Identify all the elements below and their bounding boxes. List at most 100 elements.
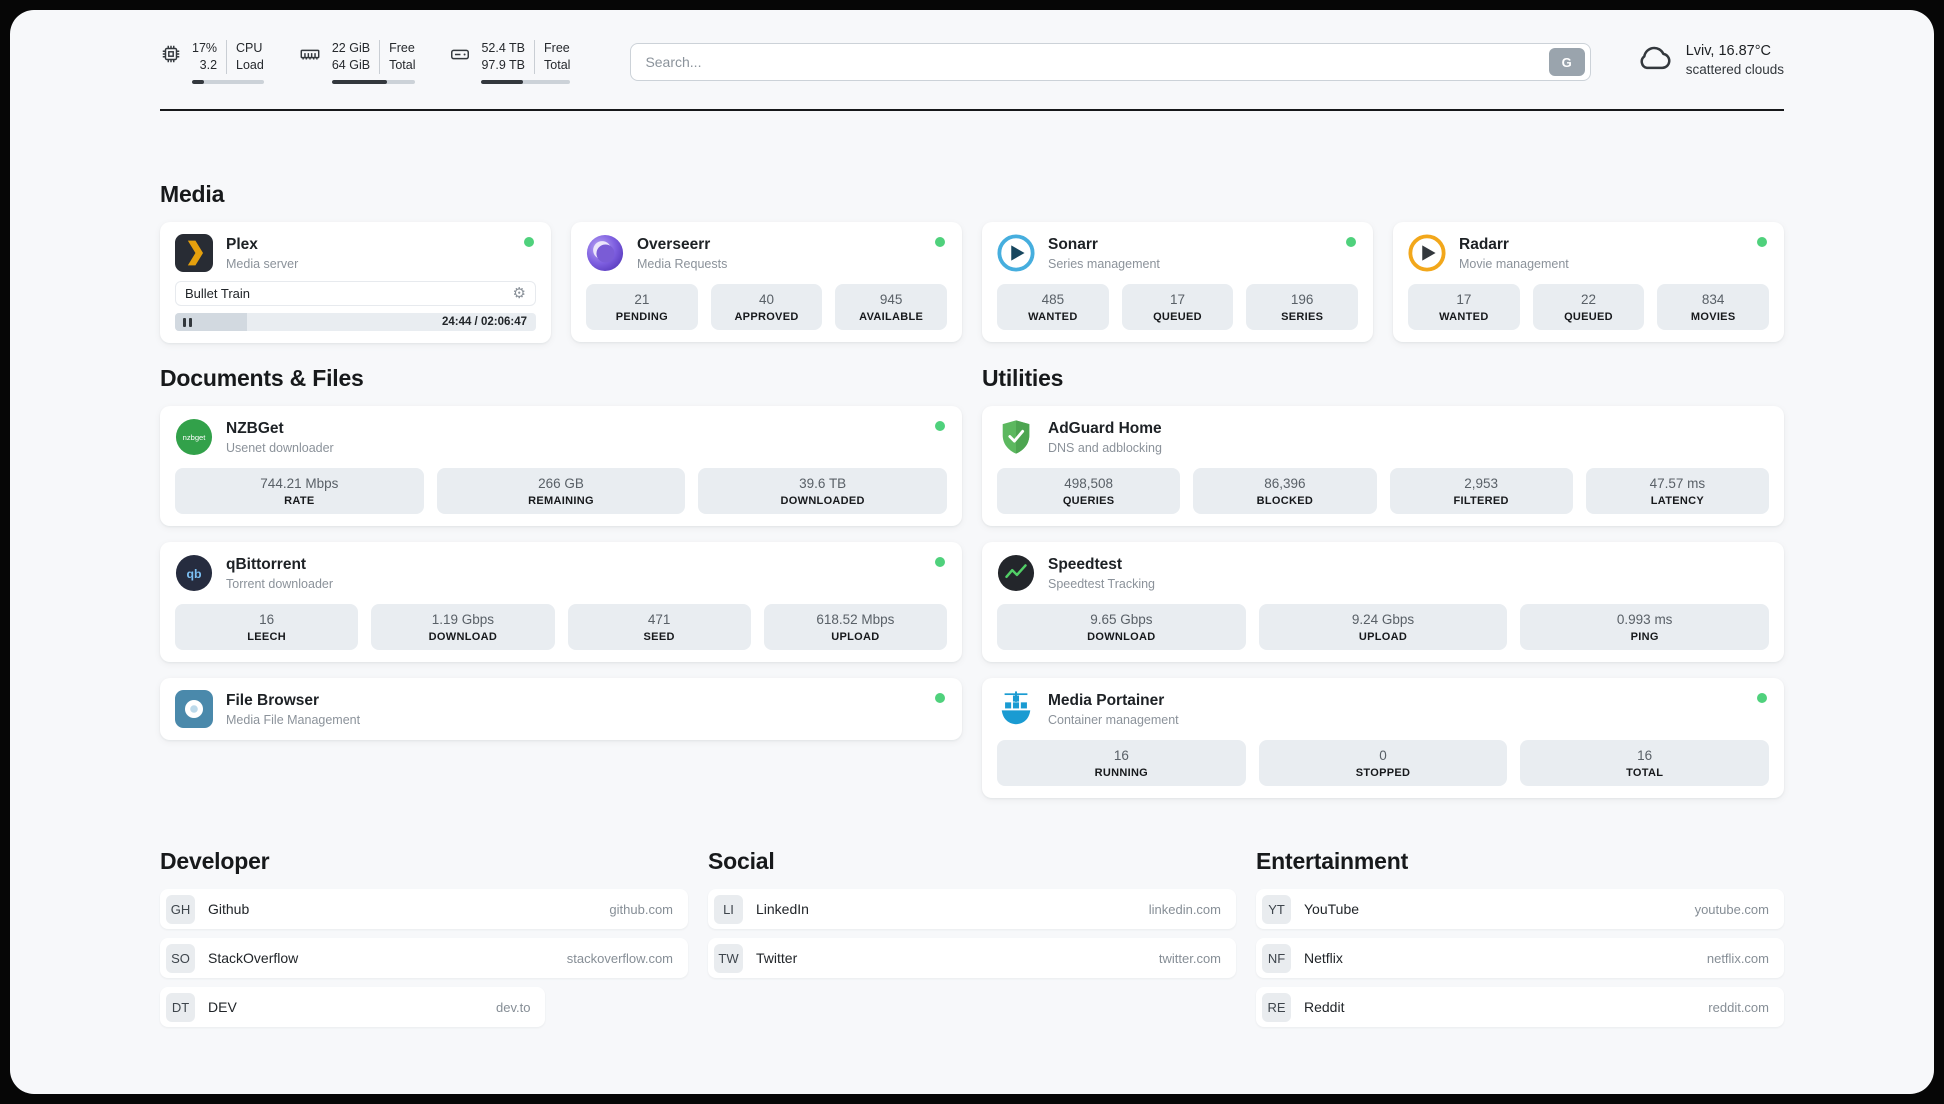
stackoverflow-initials-icon: SO: [166, 943, 195, 973]
top-bar: 17% 3.2 CPU Load: [160, 10, 1784, 84]
app-subtitle-speedtest: Speedtest Tracking: [1048, 576, 1156, 591]
app-name-speedtest: Speedtest: [1048, 555, 1123, 573]
reddit-initials-icon: RE: [1262, 992, 1291, 1022]
now-playing-title: Bullet Train: [185, 286, 251, 301]
app-name-nzbget: NZBGet: [226, 419, 284, 437]
linkedin-initials-icon: LI: [714, 894, 743, 924]
playback-progress-fill: [175, 313, 248, 331]
header-divider: [160, 109, 1784, 111]
playback-seek-bar[interactable]: 24:44 / 02:06:47: [175, 313, 536, 331]
search-input[interactable]: [645, 54, 1549, 70]
stat-nzbget-remaining: 266 GB REMAINING: [436, 468, 686, 514]
weather-location: Lviv, 16.87°C: [1685, 42, 1772, 59]
app-subtitle-plex: Media server: [226, 256, 299, 271]
app-card-portainer[interactable]: Media Portainer Container management 16 …: [982, 678, 1784, 798]
bookmark-dev[interactable]: DT DEV dev.to: [160, 987, 546, 1027]
app-card-filebrowser[interactable]: File Browser Media File Management: [160, 678, 962, 740]
filebrowser-icon: [175, 690, 213, 728]
stat-portainer-stopped: 0 STOPPED: [1258, 740, 1508, 786]
cpu-progress-bar: [192, 80, 264, 84]
status-dot-plex: [524, 237, 534, 247]
stat-nzbget-downloaded: 39.6 TB DOWNLOADED: [698, 468, 948, 514]
weather-condition: scattered clouds: [1685, 61, 1784, 77]
app-subtitle-nzbget: Usenet downloader: [226, 440, 334, 455]
storage-total-value: 97.9 TB: [481, 58, 526, 72]
memory-total-label: Total: [389, 58, 416, 72]
search-bar: G: [630, 43, 1591, 81]
bookmark-twitter[interactable]: TW Twitter twitter.com: [708, 938, 1236, 978]
stat-overseerr-available: 945 AVAILABLE: [835, 284, 948, 330]
memory-free-value: 22 GiB: [331, 41, 371, 55]
stat-overseerr-pending: 21 PENDING: [586, 284, 698, 330]
stat-overseerr-approved: 40 APPROVED: [710, 284, 823, 330]
developer-column: Developer GH Github github.com SO StackO…: [160, 848, 688, 1027]
app-subtitle-filebrowser: Media File Management: [226, 712, 361, 727]
app-card-qbittorrent[interactable]: qb qBittorrent Torrent downloader 16: [160, 542, 962, 662]
search-engine-button[interactable]: G: [1548, 48, 1585, 76]
stat-sonarr-queued: 17 QUEUED: [1121, 284, 1234, 330]
app-card-adguard[interactable]: AdGuard Home DNS and adblocking 498,508 …: [982, 406, 1784, 526]
status-dot-filebrowser: [935, 693, 945, 703]
app-card-speedtest[interactable]: Speedtest Speedtest Tracking 9.65 Gbps D…: [982, 542, 1784, 662]
section-title-social: Social: [708, 848, 775, 874]
pause-icon[interactable]: [183, 317, 192, 327]
radarr-icon: [1408, 234, 1446, 272]
app-name-sonarr: Sonarr: [1048, 235, 1098, 253]
app-card-plex[interactable]: Plex Media server Bullet Train ⚙ 24:44 /…: [160, 222, 551, 343]
entertainment-column: Entertainment YT YouTube youtube.com NF …: [1256, 848, 1784, 1027]
stat-speedtest-upload: 9.24 Gbps UPLOAD: [1258, 604, 1508, 650]
sonarr-icon: [997, 234, 1035, 272]
memory-free-label: Free: [389, 41, 415, 55]
svg-text:nzbget: nzbget: [183, 433, 207, 442]
bookmark-linkedin[interactable]: LI LinkedIn linkedin.com: [708, 889, 1236, 929]
storage-usage-widget: 52.4 TB 97.9 TB Free Total: [449, 40, 571, 84]
app-subtitle-adguard: DNS and adblocking: [1048, 440, 1162, 455]
app-subtitle-qbittorrent: Torrent downloader: [226, 576, 334, 591]
cpu-usage-value: 17%: [192, 41, 218, 55]
section-title-media: Media: [160, 181, 225, 207]
media-grid: Plex Media server Bullet Train ⚙ 24:44 /…: [160, 222, 1784, 343]
overseerr-icon: [586, 234, 624, 272]
stat-qbittorrent-download: 1.19 Gbps DOWNLOAD: [371, 604, 555, 650]
status-dot-qbittorrent: [935, 557, 945, 567]
memory-icon: [298, 43, 322, 70]
app-name-plex: Plex: [226, 235, 258, 253]
memory-total-value: 64 GiB: [331, 58, 371, 72]
cpu-usage-widget: 17% 3.2 CPU Load: [160, 40, 264, 84]
stat-qbittorrent-upload: 618.52 Mbps UPLOAD: [763, 604, 947, 650]
bookmark-stackoverflow[interactable]: SO StackOverflow stackoverflow.com: [160, 938, 688, 978]
netflix-initials-icon: NF: [1262, 943, 1291, 973]
stat-sonarr-series: 196 SERIES: [1246, 284, 1359, 330]
cpu-usage-label: CPU: [236, 41, 263, 55]
stat-radarr-queued: 22 QUEUED: [1532, 284, 1645, 330]
section-title-documents: Documents & Files: [160, 365, 364, 391]
app-name-radarr: Radarr: [1459, 235, 1509, 253]
app-card-radarr[interactable]: Radarr Movie management 17 WANTED 22 QUE…: [1393, 222, 1784, 342]
bookmark-youtube[interactable]: YT YouTube youtube.com: [1256, 889, 1784, 929]
playback-time: 24:44 / 02:06:47: [441, 316, 527, 328]
disk-icon: [449, 43, 471, 70]
stat-speedtest-download: 9.65 Gbps DOWNLOAD: [997, 604, 1246, 650]
app-card-nzbget[interactable]: nzbget NZBGet Usenet downloader 744.21 M…: [160, 406, 962, 526]
status-dot-radarr: [1757, 237, 1767, 247]
stat-portainer-total: 16 TOTAL: [1520, 740, 1770, 786]
dev-initials-icon: DT: [166, 992, 195, 1022]
stat-adguard-filtered: 2,953 FILTERED: [1389, 468, 1573, 514]
memory-usage-widget: 22 GiB 64 GiB Free Total: [298, 40, 416, 84]
section-title-developer: Developer: [160, 848, 270, 874]
cpu-icon: [160, 43, 182, 70]
status-dot-nzbget: [935, 421, 945, 431]
app-name-overseerr: Overseerr: [637, 235, 711, 253]
app-name-portainer: Media Portainer: [1048, 691, 1165, 709]
cpu-load-value: 3.2: [199, 58, 218, 72]
svg-text:qb: qb: [186, 567, 202, 581]
bookmark-github[interactable]: GH Github github.com: [160, 889, 688, 929]
gear-icon[interactable]: ⚙: [512, 285, 526, 302]
stat-radarr-wanted: 17 WANTED: [1408, 284, 1520, 330]
app-card-overseerr[interactable]: Overseerr Media Requests 21 PENDING 40 A…: [571, 222, 962, 342]
app-card-sonarr[interactable]: Sonarr Series management 485 WANTED 17 Q…: [982, 222, 1373, 342]
bookmark-netflix[interactable]: NF Netflix netflix.com: [1256, 938, 1784, 978]
github-initials-icon: GH: [166, 894, 195, 924]
bookmark-reddit[interactable]: RE Reddit reddit.com: [1256, 987, 1784, 1027]
app-subtitle-radarr: Movie management: [1459, 256, 1569, 271]
